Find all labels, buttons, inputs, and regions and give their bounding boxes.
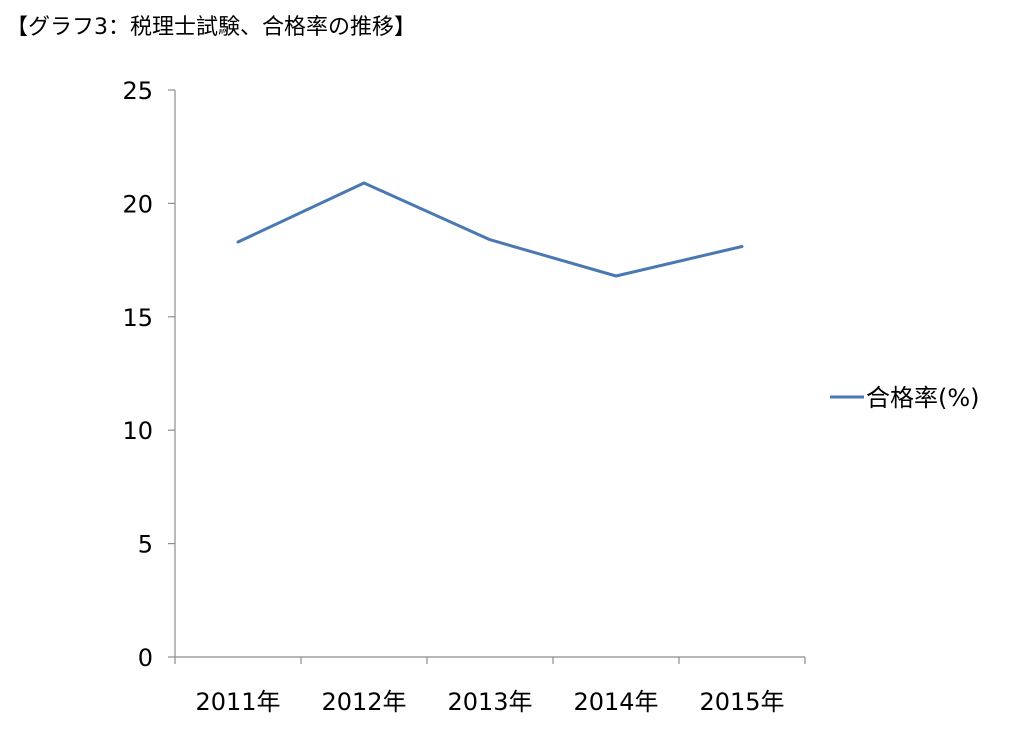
legend-label: 合格率(%) — [866, 384, 980, 412]
y-axis-ticks: 0 5 10 15 20 25 — [122, 77, 175, 672]
y-tick-label: 20 — [122, 190, 153, 218]
axes — [174, 90, 805, 658]
y-tick-label: 15 — [122, 304, 153, 332]
y-tick-label: 0 — [138, 644, 153, 672]
x-tick-label: 2011年 — [195, 688, 280, 716]
y-tick-label: 10 — [122, 417, 153, 445]
chart-title: 【グラフ3：税理士試験、合格率の推移】 — [6, 15, 416, 40]
x-axis-ticks: 2011年 2012年 2013年 2014年 2015年 — [174, 657, 806, 716]
y-tick-label: 5 — [138, 531, 153, 559]
y-tick-label: 25 — [122, 77, 153, 105]
legend: 合格率(%) — [830, 384, 980, 412]
series-lines — [236, 181, 744, 278]
x-tick-label: 2012年 — [321, 688, 406, 716]
series-line — [236, 181, 744, 278]
x-tick-label: 2013年 — [447, 688, 532, 716]
x-tick-label: 2014年 — [573, 688, 658, 716]
x-tick-label: 2015年 — [699, 688, 784, 716]
